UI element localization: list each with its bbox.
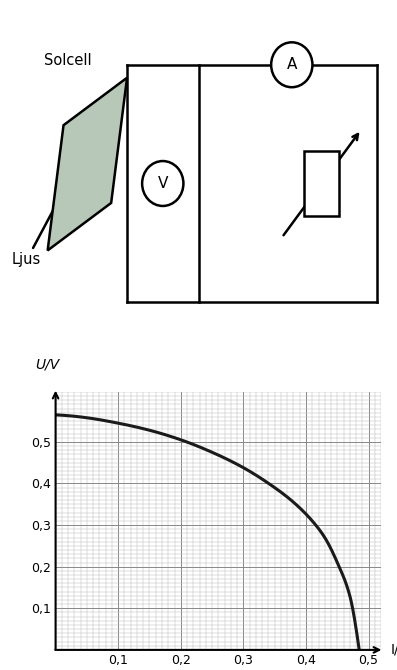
Circle shape — [271, 42, 312, 87]
Text: I/A: I/A — [391, 643, 397, 657]
Text: U/V: U/V — [35, 357, 60, 371]
Bar — [304, 151, 339, 216]
Text: A: A — [287, 57, 297, 72]
Polygon shape — [48, 78, 127, 251]
Text: Solcell: Solcell — [44, 53, 91, 68]
Circle shape — [142, 161, 183, 206]
Text: Ljus: Ljus — [12, 251, 41, 267]
Text: V: V — [158, 176, 168, 191]
